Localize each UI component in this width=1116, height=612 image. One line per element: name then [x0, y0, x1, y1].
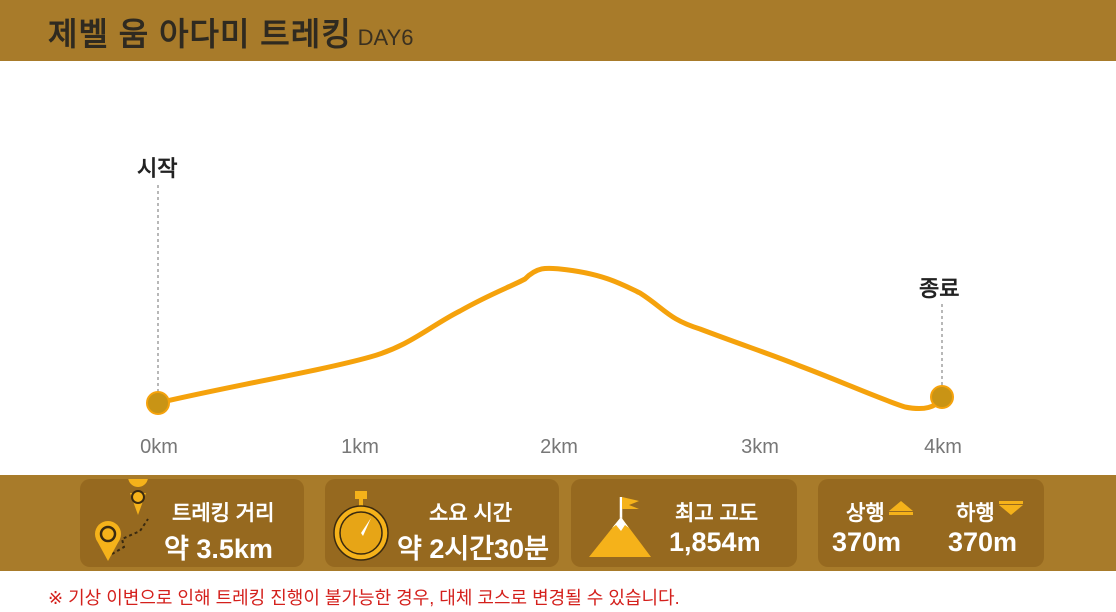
stats-bar: 트레킹 거리 약 3.5km 소요 시간 약 2시간30분 최고 고도 1,85…	[0, 475, 1116, 571]
axis-tick-0: 0km	[140, 436, 178, 458]
mountain-flag-icon	[589, 497, 651, 557]
descent-value: 370m	[948, 527, 1018, 557]
distance-label: 트레킹 거리	[172, 502, 275, 525]
altitude-value: 1,854m	[669, 527, 761, 557]
distance-value: 약 3.5km	[164, 534, 273, 564]
page-title: 제벨 움 아다미 트레킹 DAY6	[48, 9, 413, 55]
axis-tick-4: 4km	[924, 436, 962, 458]
altitude-card: 최고 고도 1,854m	[571, 479, 797, 567]
axis-tick-3: 3km	[741, 436, 779, 458]
axis-tick-1: 1km	[341, 436, 379, 458]
duration-label: 소요 시간	[429, 502, 513, 525]
axis-tick-2: 2km	[540, 436, 578, 458]
end-point	[930, 385, 954, 409]
header-bar: 제벨 움 아다미 트레킹 DAY6	[0, 0, 1116, 61]
descent-label: 하행	[956, 502, 995, 525]
start-point	[146, 391, 170, 415]
start-label: 시작	[137, 156, 178, 181]
stopwatch-icon	[333, 491, 389, 561]
elevation-chart	[146, 185, 954, 415]
weather-notice: ※ 기상 이변으로 인해 트레킹 진행이 불가능한 경우, 대체 코스로 변경될…	[48, 588, 680, 608]
duration-value: 약 2시간30분	[397, 534, 549, 564]
triangle-up-icon	[889, 501, 913, 515]
duration-card: 소요 시간 약 2시간30분	[325, 479, 559, 567]
elevation-profile: 시작 종료 0km 1km 2km 3km 4km	[0, 61, 1116, 475]
triangle-down-icon	[999, 501, 1023, 515]
ascent-label: 상행	[846, 502, 885, 525]
end-label: 종료	[919, 276, 960, 301]
title-text: 제벨 움 아다미 트레킹	[48, 16, 352, 52]
route-line	[155, 265, 945, 412]
route-pin-icon	[95, 479, 149, 561]
elevation-change-card: 상행 370m 하행 370m	[818, 479, 1044, 567]
ascent-value: 370m	[832, 527, 902, 557]
day-label: DAY6	[357, 25, 414, 50]
distance-card: 트레킹 거리 약 3.5km	[80, 479, 304, 567]
altitude-label: 최고 고도	[675, 502, 759, 525]
